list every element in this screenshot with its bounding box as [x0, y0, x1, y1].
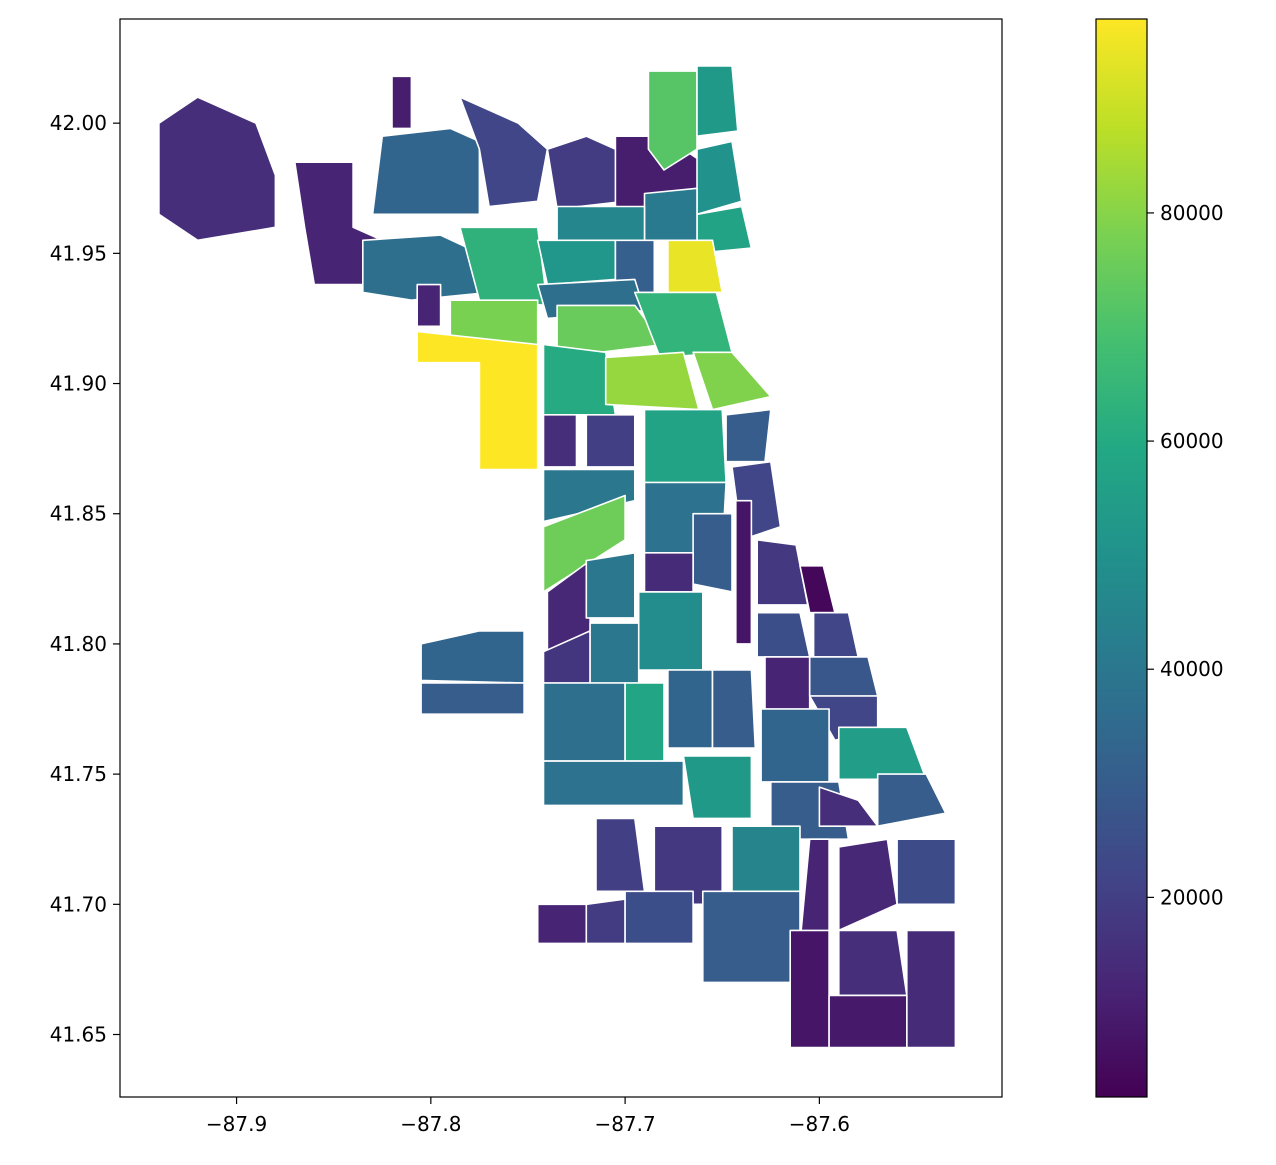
community-area-region [624, 682, 665, 762]
community-area-region [667, 239, 724, 294]
community-area-region [536, 903, 588, 945]
community-area-region [837, 726, 928, 781]
y-tick-label: 41.75 [50, 762, 107, 786]
community-area-region [828, 994, 908, 1049]
y-tick-label: 41.85 [50, 502, 107, 526]
community-area-region [692, 512, 733, 593]
y-tick-label: 42.00 [50, 111, 107, 135]
community-area-region [701, 890, 801, 984]
y-tick-label: 41.65 [50, 1023, 107, 1047]
community-area-region [542, 343, 617, 416]
community-area-region [643, 408, 727, 484]
community-area-region [876, 773, 947, 828]
community-area-region [896, 838, 957, 906]
y-tick-label: 41.95 [50, 241, 107, 265]
colorbar-frame [1095, 18, 1148, 1098]
map-frame [119, 18, 1003, 1098]
community-area-region [416, 283, 442, 328]
community-area-region [812, 611, 860, 658]
community-area-region [756, 538, 809, 606]
colorbar-tick-label: 80000 [1160, 201, 1224, 225]
x-axis-ticks: −87.9 −87.8 −87.7 −87.6 [206, 1097, 850, 1136]
community-area-region [542, 494, 626, 593]
community-area-region [667, 669, 714, 749]
community-area-region [725, 408, 772, 463]
community-area-region [682, 755, 753, 820]
y-tick-label: 41.70 [50, 892, 107, 916]
colorbar-tick-label: 20000 [1160, 885, 1224, 909]
x-tick-label: −87.6 [789, 1112, 850, 1136]
community-area-region [158, 96, 277, 242]
community-area-region [546, 135, 626, 210]
colorbar-gradient [1096, 19, 1147, 1097]
community-area-region [764, 656, 811, 710]
community-area-region [711, 669, 757, 749]
y-axis-ticks: 42.00 41.95 41.90 41.85 41.80 41.75 41.70 41.65 [50, 111, 120, 1047]
community-area-region [818, 786, 879, 828]
community-area-region [542, 682, 626, 762]
community-area-region [420, 630, 525, 684]
community-area-region [633, 291, 733, 359]
y-tick-label: 41.80 [50, 632, 107, 656]
community-area-region [542, 760, 685, 807]
community-area-region [536, 239, 617, 286]
community-area-region [542, 413, 578, 468]
colorbar-tick-label: 40000 [1160, 657, 1224, 681]
community-area-region [789, 929, 830, 1049]
regions-layer [158, 65, 957, 1049]
community-area-region [760, 708, 830, 783]
community-area-region [837, 929, 908, 997]
community-area-region [905, 929, 957, 1049]
colorbar-tick-label: 60000 [1160, 429, 1224, 453]
colorbar: 20000 40000 60000 80000 [1095, 18, 1224, 1098]
community-area-region [371, 127, 481, 216]
community-area-region [604, 351, 700, 411]
community-area-region [734, 499, 753, 645]
community-area-region [643, 551, 694, 593]
community-area-region [542, 468, 636, 523]
community-area-region [459, 96, 549, 208]
community-area-region [808, 656, 879, 697]
community-area-region [624, 890, 694, 945]
community-area-region [643, 187, 698, 242]
colorbar-ticks: 20000 40000 60000 80000 [1147, 201, 1224, 909]
map-axes: −87.9 −87.8 −87.7 −87.6 42.00 41.95 41.90 41.8… [50, 18, 1003, 1136]
x-tick-label: −87.8 [400, 1112, 461, 1136]
community-area-region [692, 351, 772, 411]
community-area-region [416, 330, 539, 471]
community-area-region [756, 611, 811, 658]
community-area-region [696, 140, 743, 216]
x-tick-label: −87.7 [594, 1112, 655, 1136]
community-area-region [837, 838, 898, 932]
community-area-region [595, 817, 646, 893]
community-area-region [585, 551, 636, 619]
y-tick-label: 41.90 [50, 372, 107, 396]
community-area-region [589, 622, 640, 684]
community-area-region [637, 591, 704, 671]
community-area-region [585, 413, 636, 468]
x-tick-label: −87.9 [206, 1112, 267, 1136]
community-area-region [391, 75, 413, 130]
community-area-region [696, 65, 739, 137]
community-area-region [647, 70, 698, 171]
community-area-region [420, 682, 525, 716]
